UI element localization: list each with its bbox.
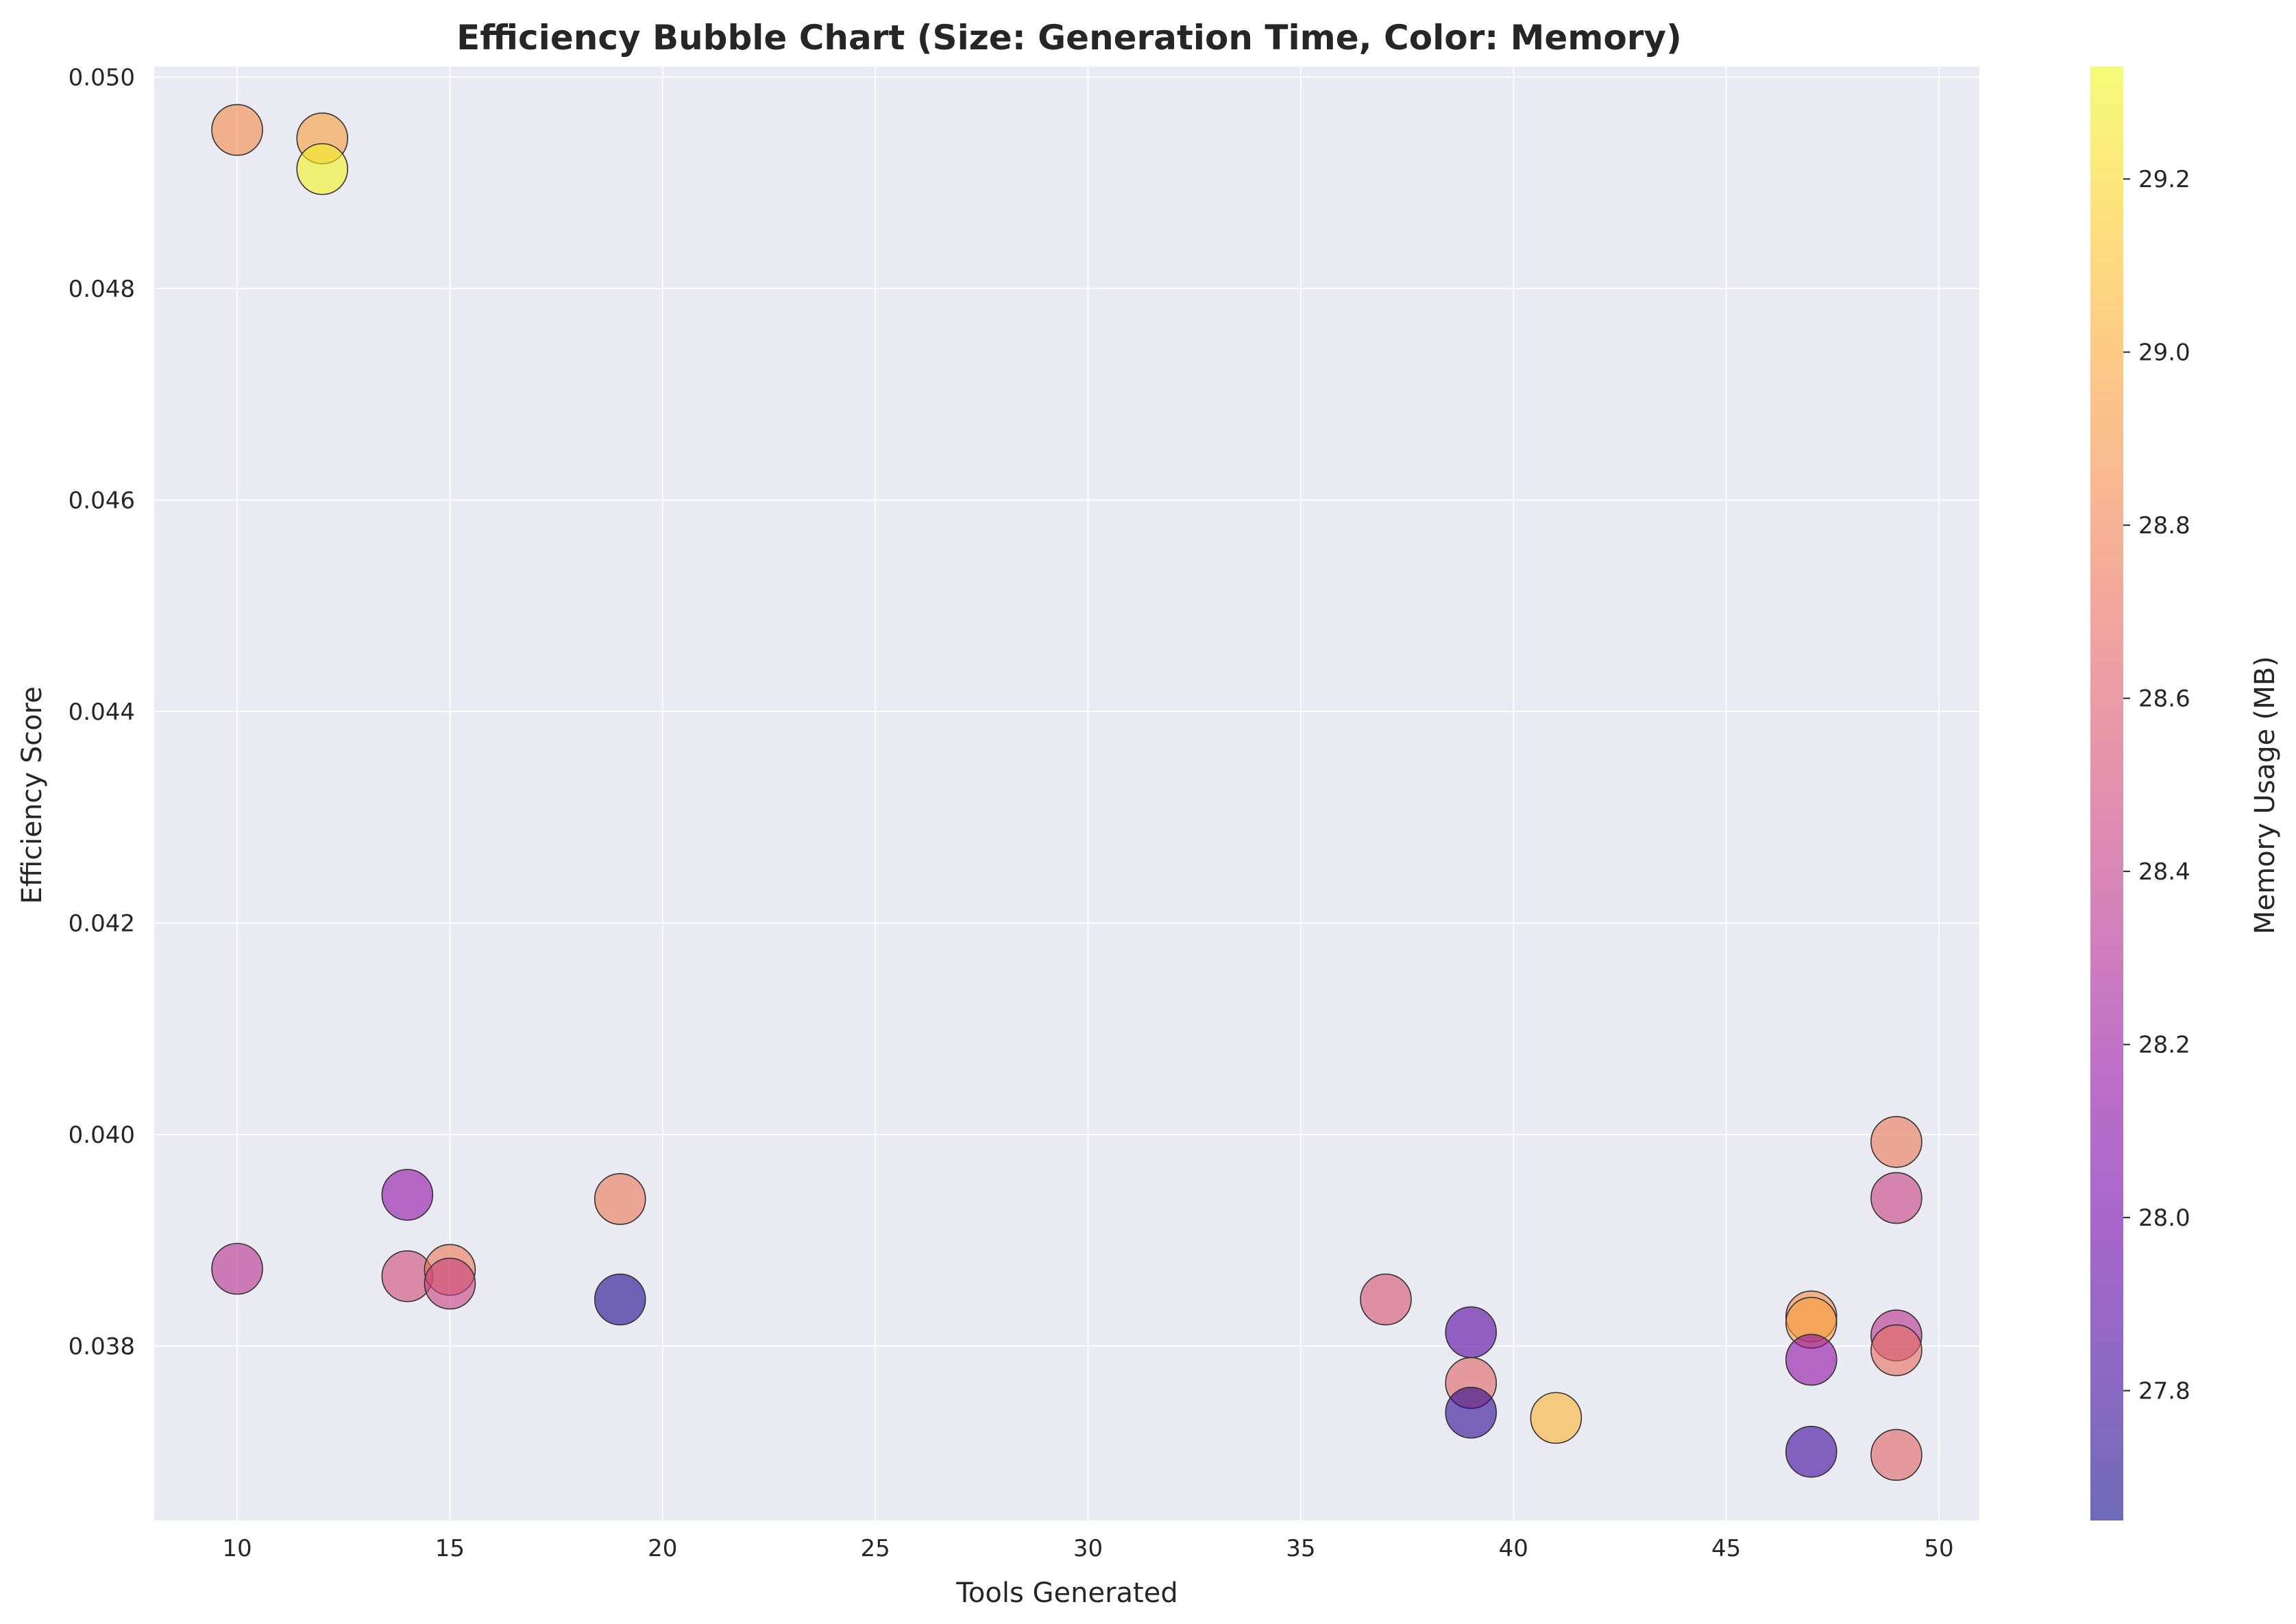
colorbar-tick-label: 28.6 [2138,686,2190,713]
data-point [1870,1172,1922,1224]
data-point [296,143,348,195]
colorbar-tick-label: 28.8 [2138,512,2190,540]
data-point [211,104,263,156]
data-point [1445,1386,1498,1439]
colorbar [2090,66,2123,1520]
data-point [1445,1306,1498,1359]
data-point [1785,1425,1837,1478]
data-point [381,1169,434,1221]
colorbar-tick-label: 29.2 [2138,166,2190,193]
plot-area [154,66,1979,1520]
data-point [594,1273,646,1326]
chart-title: Efficiency Bubble Chart (Size: Generatio… [456,18,1682,58]
y-tick-label: 0.040 [69,1122,135,1149]
colorbar-tick-label: 28.0 [2138,1204,2190,1232]
colorbar-label: Memory Usage (MB) [2249,656,2281,934]
y-tick-label: 0.038 [69,1333,135,1360]
x-tick-label: 40 [1499,1535,1528,1562]
x-tick-label: 20 [648,1535,677,1562]
y-axis-label: Efficiency Score [16,686,48,904]
x-tick-label: 15 [435,1535,465,1562]
data-point [1870,1324,1922,1377]
data-point [211,1243,263,1295]
y-tick-label: 0.048 [69,276,135,303]
data-point [594,1173,646,1225]
colorbar-tick-label: 27.8 [2138,1378,2190,1405]
x-tick-label: 25 [861,1535,890,1562]
y-tick-label: 0.042 [69,910,135,937]
x-axis-label: Tools Generated [955,1577,1177,1609]
colorbar-tick-label: 28.2 [2138,1032,2190,1059]
x-tick-label: 50 [1924,1535,1953,1562]
y-tick-label: 0.046 [69,487,135,514]
y-tick-label: 0.050 [69,64,135,91]
x-tick-label: 30 [1073,1535,1103,1562]
y-tick-label: 0.044 [69,699,135,726]
x-tick-label: 45 [1711,1535,1741,1562]
x-tick-label: 10 [222,1535,252,1562]
data-point [1870,1115,1922,1168]
data-point [424,1257,476,1310]
data-point [1530,1392,1583,1444]
data-point [1870,1429,1922,1481]
data-point [1785,1333,1837,1386]
data-point [1360,1273,1412,1326]
colorbar-tick-label: 28.4 [2138,858,2190,886]
x-tick-label: 35 [1286,1535,1315,1562]
colorbar-tick-label: 29.0 [2138,339,2190,367]
